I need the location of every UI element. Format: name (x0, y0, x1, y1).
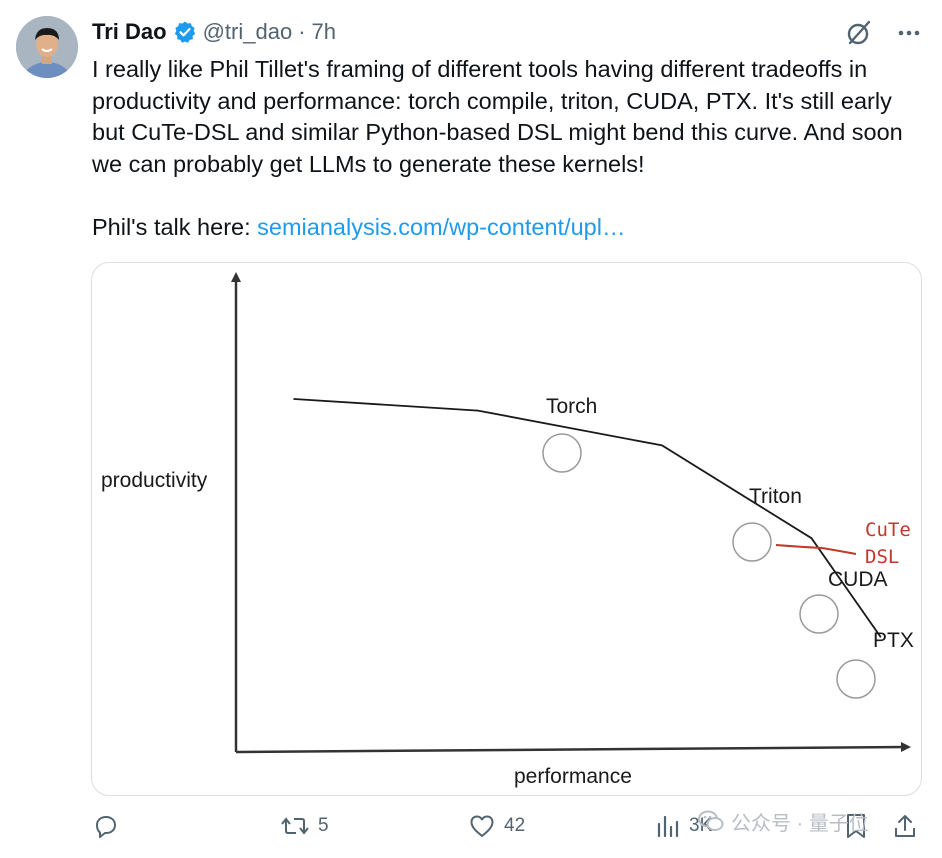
cuda-label: CUDA (828, 568, 888, 591)
tweet-action-bar: 5 42 3K (92, 812, 922, 848)
y-axis-label: productivity (101, 469, 208, 492)
curve-point-0 (293, 398, 295, 400)
tweet-timestamp[interactable]: 7h (311, 19, 336, 44)
curve-point-4 (879, 636, 882, 638)
torch-circle (542, 433, 582, 473)
ptx-circle (836, 659, 876, 699)
ptx-label: PTX (873, 629, 914, 652)
tweet-text: I really like Phil Tillet's framing of d… (92, 54, 927, 243)
share-icon (895, 815, 915, 837)
author-handle[interactable]: @tri_dao (202, 19, 293, 44)
tweet-top-actions (844, 18, 924, 48)
productivity-performance-curve (293, 398, 882, 638)
header-separator: · (298, 19, 306, 44)
x-axis-label: performance (514, 765, 632, 788)
talk-link[interactable]: semianalysis.com/wp-content/upl… (257, 213, 626, 240)
reply-icon (96, 816, 116, 838)
tweet-link-line: Phil's talk here: semianalysis.com/wp-co… (92, 212, 927, 244)
more-options-button[interactable] (894, 18, 924, 48)
tweet-media-image[interactable]: productivity performance Torch Triton CU… (91, 262, 922, 796)
link-prefix: Phil's talk here: (92, 213, 258, 240)
curve-point-1 (477, 409, 479, 412)
tweet-paragraph: I really like Phil Tillet's framing of d… (92, 56, 903, 177)
bookmark-button[interactable] (844, 812, 868, 840)
reply-button[interactable] (92, 812, 128, 840)
like-count: 42 (504, 815, 526, 836)
bookmark-icon (847, 814, 865, 838)
torch-label: Torch (546, 395, 597, 418)
tradeoff-chart: productivity performance Torch Triton CU… (101, 272, 914, 788)
triton-label: Triton (749, 485, 802, 508)
views-count: 3K (689, 815, 713, 836)
tweet-header: Tri Dao @tri_dao · 7h (92, 17, 336, 47)
avatar-image (16, 16, 78, 78)
heart-icon (470, 815, 494, 837)
curve-point-2 (661, 444, 663, 447)
triton-circle (732, 522, 772, 562)
share-button[interactable] (892, 812, 918, 840)
cuda-circle (799, 594, 839, 634)
x-axis (235, 742, 911, 754)
curve-point-3 (810, 537, 813, 539)
more-icon (898, 30, 920, 36)
author-name[interactable]: Tri Dao (92, 19, 167, 44)
cute-dsl-curve (775, 544, 857, 555)
retweet-count: 5 (318, 815, 329, 836)
grok-button[interactable] (844, 18, 874, 48)
verified-badge-icon (174, 21, 195, 43)
cute-label: CuTe (865, 519, 911, 541)
like-button[interactable]: 42 (468, 812, 525, 840)
grok-icon (847, 20, 871, 45)
views-icon (657, 815, 679, 838)
retweet-icon (281, 817, 309, 835)
dsl-label: DSL (865, 546, 899, 568)
author-avatar[interactable] (16, 16, 78, 78)
views-button[interactable]: 3K (655, 812, 712, 840)
retweet-button[interactable]: 5 (280, 812, 329, 840)
